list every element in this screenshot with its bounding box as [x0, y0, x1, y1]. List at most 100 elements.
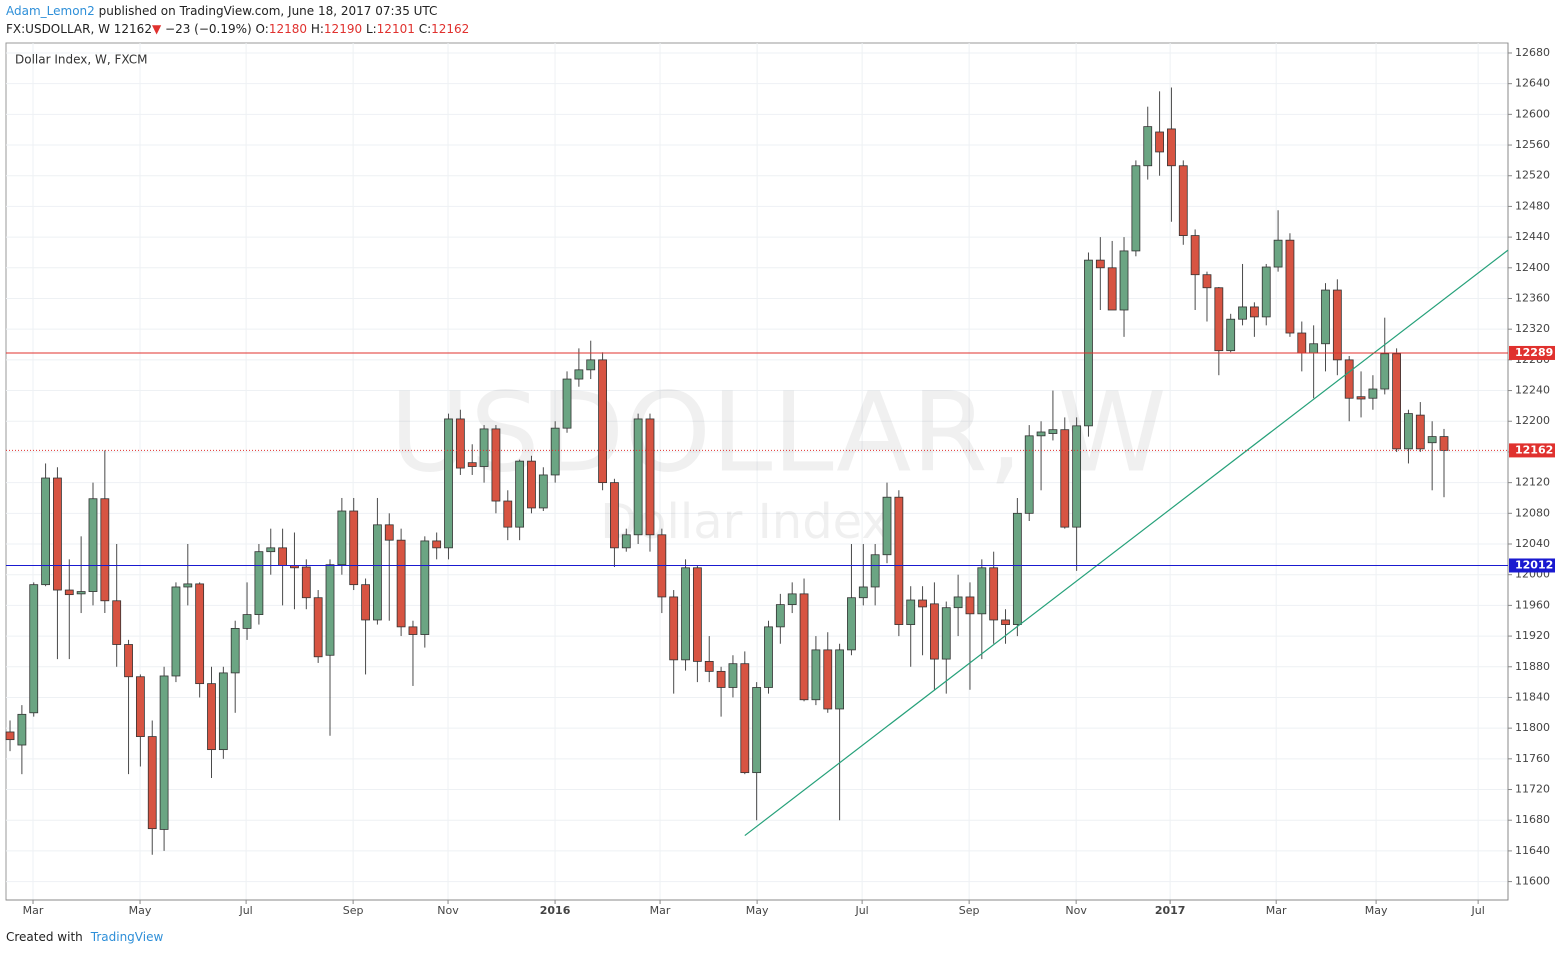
candle-body [562, 378, 572, 429]
ohlc: O:12180 H:12190 L:12101 C:12162 [256, 22, 470, 36]
candle-body [764, 626, 773, 688]
ohlc-label: H: [310, 22, 324, 36]
candle-body [1060, 429, 1070, 528]
author-link[interactable]: Adam_Lemon2 [6, 4, 95, 18]
y-tick-label: 11880 [1515, 660, 1550, 673]
y-tick-label: 12360 [1515, 291, 1550, 304]
candle-body [1238, 306, 1247, 320]
y-tick-label: 12200 [1515, 414, 1550, 427]
symbol: FX:USDOLLAR, W [6, 22, 110, 36]
change: −23 (−0.19%) [165, 22, 252, 36]
x-tick-label: May [1365, 904, 1388, 917]
x-tick-label: Mar [1266, 904, 1287, 917]
y-tick-label: 12040 [1515, 537, 1550, 550]
candle-body [41, 477, 50, 586]
candle-body [53, 477, 62, 591]
brand-link[interactable]: TradingView [90, 930, 164, 944]
candle-body [384, 524, 394, 541]
y-tick-label: 12080 [1515, 506, 1550, 519]
candle-body [1344, 359, 1354, 399]
ohlc-label: C: [418, 22, 432, 36]
candle-body [1012, 512, 1022, 625]
candle-body [1131, 165, 1141, 252]
y-tick-label: 11840 [1515, 690, 1550, 703]
candle-body [692, 567, 702, 662]
candle-body [835, 649, 845, 710]
candle-body [906, 599, 916, 625]
candle-body [1036, 431, 1046, 437]
candle-body [1285, 239, 1295, 334]
x-tick-label: Nov [437, 904, 459, 917]
candle-body [1309, 343, 1319, 354]
candle-body [621, 534, 631, 549]
header-line: Adam_Lemon2 published on TradingView.com… [6, 4, 437, 18]
x-tick-label: Sep [343, 904, 364, 917]
candle-body [183, 583, 193, 588]
candle-body [799, 593, 809, 701]
price-label: 12012 [1515, 558, 1553, 571]
x-tick-label: 2017 [1155, 904, 1186, 917]
candle-body [1297, 332, 1307, 354]
price-label: 12289 [1515, 346, 1553, 359]
candle-body [491, 428, 501, 502]
candle-body [1261, 266, 1271, 318]
y-tick-label: 11600 [1515, 875, 1550, 888]
candle-body [527, 460, 536, 509]
y-tick-label: 12440 [1515, 230, 1550, 243]
candle-body [515, 460, 525, 528]
candle-body [1167, 128, 1176, 167]
y-tick-label: 12120 [1515, 476, 1550, 489]
x-tick-label: Sep [959, 904, 980, 917]
candle-body [1321, 289, 1330, 345]
y-tick-label: 12520 [1515, 169, 1550, 182]
candle-body [207, 683, 216, 751]
candle-body [444, 418, 453, 549]
y-tick-label: 12680 [1515, 46, 1550, 59]
candle-body [728, 663, 738, 688]
candle-body [586, 359, 596, 371]
candle-body [1273, 239, 1283, 268]
trend-line [744, 249, 1509, 837]
ohlc-label: L: [365, 22, 377, 36]
candle-body [1072, 425, 1082, 528]
candle-body [787, 593, 797, 606]
candle-body [894, 496, 904, 625]
y-tick-label: 11760 [1515, 752, 1550, 765]
candle-body [361, 584, 370, 621]
candle-body [135, 676, 145, 737]
ohlc-value: 12162 [431, 22, 470, 36]
candle-body [29, 584, 39, 714]
candle-body [254, 551, 264, 615]
arrow: ▼ [151, 22, 162, 36]
candle-body [550, 427, 560, 476]
candle-body [1178, 165, 1188, 236]
candle-body [455, 418, 465, 469]
candle-body [918, 599, 927, 608]
candle-body [847, 597, 856, 651]
candle-body [313, 597, 323, 658]
candle-body [1107, 267, 1117, 311]
candle-body [349, 510, 359, 586]
candle-body [467, 462, 477, 467]
candle-body [716, 670, 726, 688]
candle-body [1226, 318, 1236, 352]
candle-body [989, 567, 999, 621]
last-price: 12162 [113, 22, 152, 36]
candle-body [1155, 131, 1164, 153]
candle-body [1415, 414, 1425, 450]
candle-body [977, 567, 987, 615]
x-tick-label: Jul [1470, 904, 1484, 917]
chart: USDOLLAR, W Dollar Index Dollar Index, W… [5, 42, 1555, 917]
candle-body [1380, 353, 1390, 390]
ohlc-value: 12190 [323, 22, 363, 36]
candle-body [373, 524, 382, 621]
candle-body [1356, 396, 1366, 400]
candle-body [266, 547, 276, 553]
created: Created with [6, 930, 83, 944]
y-tick-label: 11800 [1515, 721, 1550, 734]
y-tick-label: 12560 [1515, 138, 1550, 151]
candle-body [598, 359, 607, 484]
candle-body [432, 540, 442, 549]
candle-body [574, 369, 584, 380]
